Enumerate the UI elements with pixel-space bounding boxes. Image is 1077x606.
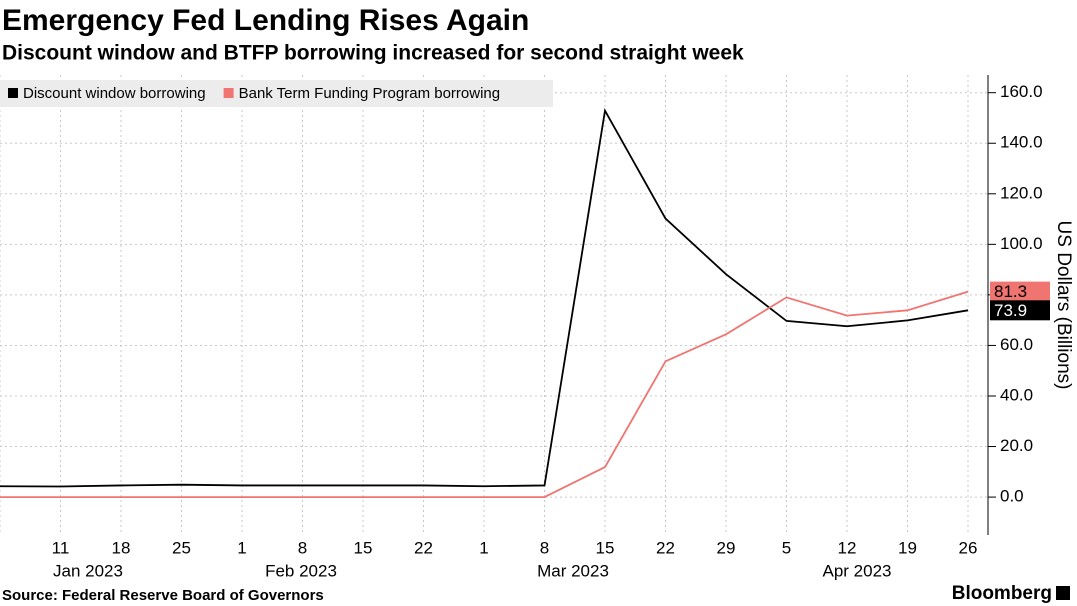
- y-tick-label: 140.0: [1000, 133, 1043, 152]
- chart-subtitle: Discount window and BTFP borrowing incre…: [2, 42, 744, 65]
- x-tick-label: 8: [298, 538, 307, 557]
- last-value-box: [990, 300, 1050, 321]
- x-tick-label: 1: [237, 538, 246, 557]
- x-tick-label: 15: [596, 538, 615, 557]
- x-tick-label: 1: [479, 538, 488, 557]
- month-label: Mar 2023: [537, 561, 609, 580]
- x-tick-label: 22: [414, 538, 433, 557]
- y-tick-label: 0.0: [1000, 487, 1024, 506]
- chart-title: Emergency Fed Lending Rises Again: [2, 4, 529, 37]
- last-value-box: [990, 281, 1050, 302]
- source: Source: Federal Reserve Board of Governo…: [2, 587, 324, 604]
- series-line: [0, 107, 969, 488]
- x-tick-label: 29: [717, 538, 736, 557]
- x-tick-label: 8: [540, 538, 549, 557]
- y-tick-label: 160.0: [1000, 82, 1043, 101]
- y-tick-label: 40.0: [1000, 385, 1033, 404]
- x-tick-label: 26: [959, 538, 978, 557]
- x-tick-label: 11: [52, 538, 70, 557]
- x-tick-label: 18: [112, 538, 131, 557]
- brand-icon: [1056, 586, 1070, 600]
- y-tick-label: 100.0: [1000, 234, 1043, 253]
- legend-swatch: [223, 88, 234, 98]
- x-tick-label: 15: [354, 538, 373, 557]
- month-label: Feb 2023: [265, 561, 337, 580]
- x-tick-label: 19: [898, 538, 917, 557]
- y-axis-label: US Dollars (Billions): [1053, 221, 1074, 390]
- last-value-label: 73.9: [994, 301, 1027, 320]
- legend-label: Bank Term Funding Program borrowing: [239, 85, 501, 102]
- x-tick-label: 12: [838, 538, 857, 557]
- x-tick-label: 25: [172, 538, 191, 557]
- month-label: Apr 2023: [823, 561, 892, 580]
- legend-bg: [0, 80, 553, 107]
- x-tick-label: 5: [782, 538, 791, 557]
- series-line: [0, 290, 969, 498]
- legend-label: Discount window borrowing: [23, 85, 206, 102]
- last-value-label: 81.3: [994, 282, 1027, 301]
- y-tick-label: 20.0: [1000, 436, 1033, 455]
- month-label: Jan 2023: [53, 561, 123, 580]
- x-tick-label: 22: [656, 538, 675, 557]
- brand: Bloomberg: [952, 583, 1052, 604]
- y-tick-label: 120.0: [1000, 183, 1043, 202]
- y-tick-label: 60.0: [1000, 335, 1033, 354]
- legend-swatch: [8, 88, 18, 98]
